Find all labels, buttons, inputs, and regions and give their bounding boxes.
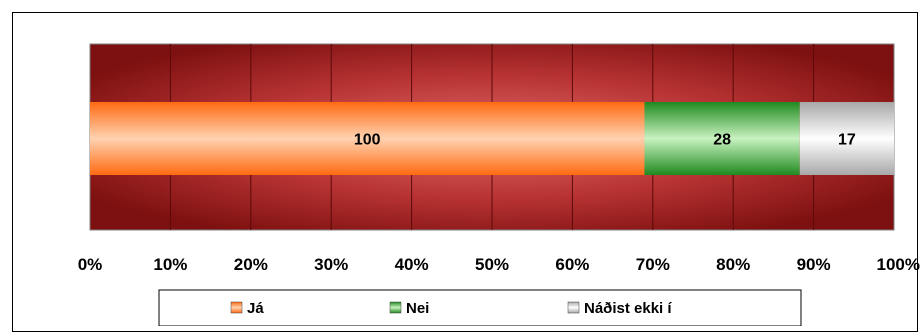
x-tick-label: 50% xyxy=(475,255,509,274)
data-label-nadist-ekki-i: 17 xyxy=(838,132,856,149)
data-label-ja: 100 xyxy=(354,132,381,149)
x-tick-label: 20% xyxy=(234,255,268,274)
bar-segment-nei xyxy=(644,102,800,175)
x-tick-label: 90% xyxy=(797,255,831,274)
x-tick-label: 40% xyxy=(395,255,429,274)
data-labels: 100 28 17 xyxy=(354,132,856,149)
legend-box xyxy=(158,289,802,326)
bar-segments xyxy=(90,102,894,175)
bar-segment-ja xyxy=(90,102,645,175)
bar-segment-nadist-ekki-i xyxy=(799,102,894,175)
x-tick-label: 60% xyxy=(555,255,589,274)
legend-swatch-nadist-ekki-i xyxy=(567,301,580,314)
legend-label-nadist-ekki-i: Náðist ekki í xyxy=(584,300,672,317)
legend-swatch-nei xyxy=(389,301,402,314)
x-axis-ticks: 0% 10% 20% 30% 40% 50% 60% 70% 80% 90% 100% xyxy=(78,255,920,274)
x-tick-label: 30% xyxy=(314,255,348,274)
legend: Já Nei Náðist ekki í xyxy=(158,289,802,326)
x-tick-label: 100% xyxy=(877,255,920,274)
legend-label-ja: Já xyxy=(247,300,264,317)
x-tick-label: 10% xyxy=(153,255,187,274)
legend-label-nei: Nei xyxy=(406,300,429,317)
x-tick-label: 70% xyxy=(636,255,670,274)
legend-swatch-ja xyxy=(230,301,243,314)
x-tick-label: 0% xyxy=(78,255,103,274)
x-tick-label: 80% xyxy=(716,255,750,274)
data-label-nei: 28 xyxy=(713,132,731,149)
